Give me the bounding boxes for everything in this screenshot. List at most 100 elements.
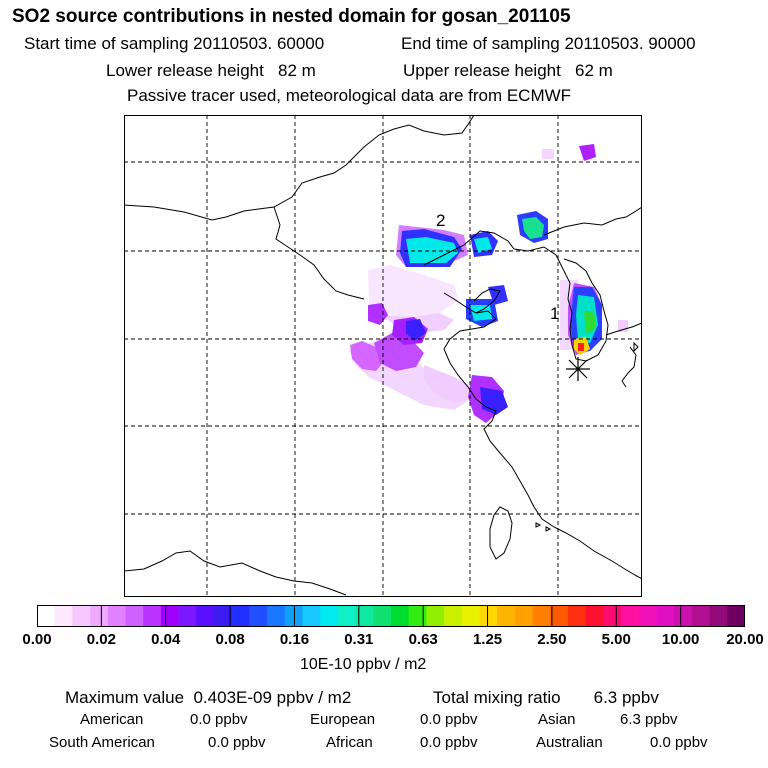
plume-blue <box>480 387 508 415</box>
colorbar-swatch <box>691 605 710 627</box>
colorbar-tick-label: 0.00 <box>22 631 52 648</box>
european-value: 0.0 ppbv <box>420 711 478 728</box>
coastline-japan <box>605 322 642 336</box>
colorbar-swatch <box>284 605 303 627</box>
colorbar-tick-label: 2.50 <box>537 631 567 648</box>
colorbar-swatch <box>267 605 286 627</box>
colorbar-swatch <box>249 605 268 627</box>
african-value: 0.0 ppbv <box>420 734 478 751</box>
coastline-liaodong <box>473 288 501 314</box>
colorbar-swatch <box>196 605 215 627</box>
colorbar-swatch <box>514 605 533 627</box>
colorbar-swatch <box>72 605 91 627</box>
receptor-marker <box>566 357 590 381</box>
island <box>633 341 639 353</box>
source-label-2: 2 <box>436 211 445 230</box>
colorbar-swatch <box>178 605 197 627</box>
plume-cyan <box>470 305 492 321</box>
colorbar-tick-label: 1.25 <box>472 631 503 648</box>
island <box>535 522 542 528</box>
australian-value: 0.0 ppbv <box>650 734 708 751</box>
colorbar-swatch <box>444 605 463 627</box>
australian-label: Australian <box>536 734 603 751</box>
european-label: European <box>310 711 376 728</box>
coastline-taiwan <box>489 506 513 560</box>
coastline-korea <box>563 258 609 362</box>
plume-cyan <box>522 217 544 239</box>
colorbar-swatch <box>603 605 622 627</box>
colorbar-swatch <box>532 605 551 627</box>
colorbar-tick-label: 20.00 <box>726 631 764 648</box>
plume-red <box>578 343 584 351</box>
coastline-north <box>124 115 475 221</box>
coastline-inland <box>273 206 365 300</box>
colorbar-swatch <box>302 605 321 627</box>
plume-green <box>584 311 596 333</box>
colorbar-swatch <box>621 605 640 627</box>
south-american-value: 0.0 ppbv <box>208 734 266 751</box>
colorbar-swatch <box>337 605 356 627</box>
plume-cyan <box>474 237 492 253</box>
colorbar-swatch <box>727 605 745 627</box>
african-label: African <box>326 734 373 751</box>
coastline-shandong <box>443 292 642 580</box>
plume-cyan <box>406 237 458 263</box>
colorbar-tick-label: 10.00 <box>661 631 700 648</box>
colorbar-swatch <box>320 605 339 627</box>
colorbar-swatch <box>231 605 250 627</box>
coastline-south <box>124 550 347 596</box>
coastlines <box>124 115 642 596</box>
max-value-label: Maximum value 0.403E-09 ppbv / m2 <box>65 688 352 707</box>
colorbar-swatch <box>709 605 728 627</box>
end-time-label: End time of sampling 20110503. 90000 <box>401 34 696 53</box>
colorbar-swatch <box>497 605 516 627</box>
colorbar-swatch <box>568 605 586 627</box>
colorbar-tick-label: 0.04 <box>151 631 181 648</box>
upper-release-height: Upper release height 62 m <box>403 61 613 80</box>
colorbar-tick-label: 0.02 <box>86 631 116 648</box>
american-value: 0.0 ppbv <box>190 711 248 728</box>
plume-layer <box>349 144 628 423</box>
colorbar-swatch <box>143 605 162 627</box>
colorbar-swatch <box>461 605 480 627</box>
map-plot: 1 2 <box>124 115 642 597</box>
island <box>545 526 552 532</box>
colorbar-swatch <box>656 605 675 627</box>
coastline-japan-south <box>621 346 637 388</box>
plume-haze <box>618 320 628 332</box>
plume-haze <box>424 365 472 403</box>
colorbar-tick-label: 0.08 <box>215 631 245 648</box>
colorbar-swatch <box>54 605 73 627</box>
plume-blue <box>579 144 596 161</box>
colorbar-swatch <box>214 605 232 627</box>
grid-lines <box>124 115 642 597</box>
colorbar-tick-label: 0.31 <box>344 631 374 648</box>
plume-haze <box>368 265 459 320</box>
colorbar-swatch <box>37 605 55 627</box>
colorbar-swatch <box>125 605 144 627</box>
colorbar-swatch <box>638 605 657 627</box>
colorbar-swatch <box>373 605 392 627</box>
coastline-bohai <box>423 230 565 272</box>
asian-value: 6.3 ppbv <box>620 711 678 728</box>
colorbar-tick-label: 0.16 <box>279 631 310 648</box>
colorbar-swatch <box>160 605 179 627</box>
coastline-northeast <box>543 206 642 236</box>
colorbar-swatch <box>408 605 427 627</box>
colorbar-units: 10E-10 ppbv / m2 <box>300 656 427 673</box>
south-american-label: South American <box>49 734 155 751</box>
asian-label: Asian <box>538 711 576 728</box>
plume-blue <box>406 319 426 341</box>
colorbar-tick-label: 5.00 <box>601 631 631 648</box>
american-label: American <box>80 711 144 728</box>
colorbar-swatch <box>479 605 498 627</box>
colorbar <box>37 605 745 627</box>
start-time-label: Start time of sampling 20110503. 60000 <box>24 34 325 53</box>
colorbar-swatch <box>550 605 569 627</box>
colorbar-swatch <box>674 605 693 627</box>
colorbar-swatch <box>391 605 409 627</box>
source-label-1: 1 <box>550 304 559 323</box>
colorbar-swatch <box>355 605 374 627</box>
lower-release-height: Lower release height 82 m <box>106 61 316 80</box>
colorbar-swatch <box>90 605 109 627</box>
